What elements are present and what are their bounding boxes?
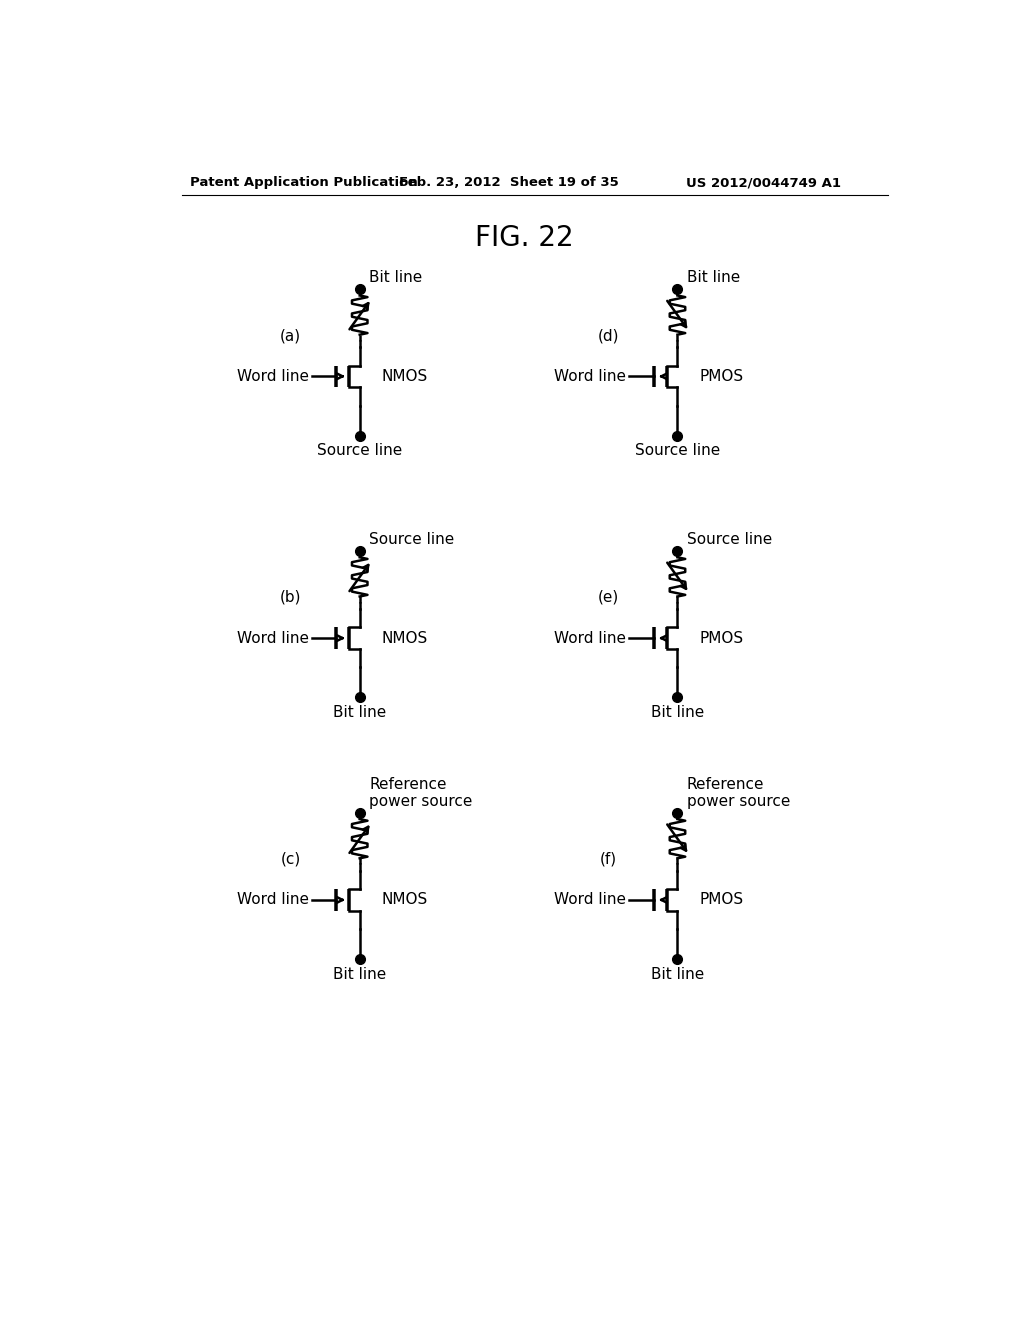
Text: (b): (b): [280, 590, 301, 605]
Text: Feb. 23, 2012  Sheet 19 of 35: Feb. 23, 2012 Sheet 19 of 35: [399, 176, 618, 189]
Text: Word line: Word line: [237, 368, 308, 384]
Text: (e): (e): [598, 590, 620, 605]
Text: Source line: Source line: [369, 532, 455, 548]
Text: Word line: Word line: [554, 631, 627, 645]
Text: PMOS: PMOS: [699, 892, 743, 907]
Text: Reference
power source: Reference power source: [369, 776, 472, 809]
Text: Bit line: Bit line: [687, 271, 740, 285]
Text: NMOS: NMOS: [381, 892, 428, 907]
Text: US 2012/0044749 A1: US 2012/0044749 A1: [686, 176, 841, 189]
Text: Source line: Source line: [635, 444, 720, 458]
Text: Word line: Word line: [554, 368, 627, 384]
Text: (a): (a): [281, 327, 301, 343]
Text: NMOS: NMOS: [381, 631, 428, 645]
Text: Bit line: Bit line: [333, 968, 386, 982]
Text: PMOS: PMOS: [699, 368, 743, 384]
Text: FIG. 22: FIG. 22: [475, 224, 574, 252]
Text: Reference
power source: Reference power source: [687, 776, 791, 809]
Text: Word line: Word line: [237, 631, 308, 645]
Text: Source line: Source line: [687, 532, 772, 548]
Text: Bit line: Bit line: [651, 705, 705, 721]
Text: (f): (f): [600, 851, 617, 867]
Text: Word line: Word line: [554, 892, 627, 907]
Text: NMOS: NMOS: [381, 368, 428, 384]
Text: Word line: Word line: [237, 892, 308, 907]
Text: Source line: Source line: [317, 444, 402, 458]
Text: Bit line: Bit line: [651, 968, 705, 982]
Text: Patent Application Publication: Patent Application Publication: [190, 176, 418, 189]
Text: Bit line: Bit line: [333, 705, 386, 721]
Text: PMOS: PMOS: [699, 631, 743, 645]
Text: Bit line: Bit line: [369, 271, 422, 285]
Text: (d): (d): [598, 327, 620, 343]
Text: (c): (c): [281, 851, 301, 867]
